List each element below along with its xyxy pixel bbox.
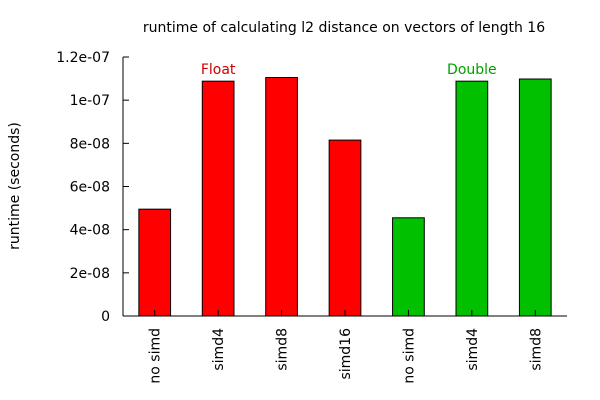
bar: [201, 80, 235, 317]
x-tick-label: simd8: [528, 328, 544, 371]
y-tick-label: 0: [101, 309, 110, 325]
bar: [455, 80, 489, 317]
y-tick-label: 1.2e-07: [56, 50, 110, 66]
group-label: Float: [201, 62, 236, 78]
y-tick-label: 8e-08: [70, 136, 110, 152]
x-tick-label: simd16: [338, 328, 354, 380]
bar: [392, 217, 425, 317]
x-tick-label: simd4: [465, 328, 481, 371]
x-tick-label: no simd: [148, 328, 164, 384]
x-tick-label: no simd: [401, 328, 417, 384]
x-tick-label: simd4: [211, 328, 227, 371]
y-axis-label: runtime (seconds): [7, 122, 23, 250]
group-label: Double: [447, 62, 497, 78]
y-tick-label: 2e-08: [70, 266, 110, 282]
bar: [138, 208, 172, 317]
x-tick-label: simd8: [275, 328, 291, 371]
y-tick-label: 4e-08: [70, 223, 110, 239]
plot-area: 0 2e-08 4e-08 6e-08 8e-08 1e-07 1.2e-07 no simd…: [56, 50, 567, 384]
chart-title: runtime of calculating l2 distance on ve…: [143, 20, 545, 36]
y-tick-label: 1e-07: [70, 93, 110, 109]
bar: [518, 78, 552, 317]
bar: [328, 139, 362, 317]
bar: [265, 77, 298, 317]
y-tick-label: 6e-08: [70, 180, 110, 196]
